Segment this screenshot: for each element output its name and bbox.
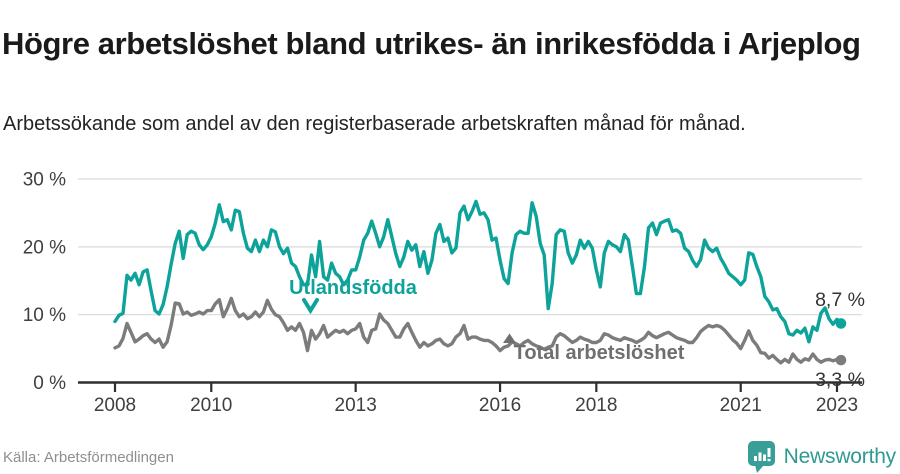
y-axis-tick-label: 0 %	[33, 373, 66, 394]
chevron-down-icon	[302, 298, 319, 315]
x-axis-tick-label: 2010	[190, 395, 232, 416]
series-end-dot	[835, 318, 847, 329]
x-axis-tick-label: 2013	[335, 395, 377, 416]
series-end-dot	[835, 354, 847, 366]
newsworthy-brand: Newsworthy	[747, 440, 896, 474]
y-axis-tick-label: 30 %	[23, 170, 66, 191]
x-axis-tick-label: 2008	[94, 395, 136, 416]
x-axis-tick-label: 2018	[575, 395, 617, 416]
series-label-total: Total arbetslöshet	[514, 342, 685, 364]
x-axis-tick-label: 2016	[479, 395, 521, 416]
y-axis-tick-label: 20 %	[23, 237, 66, 258]
y-axis-tick-label: 10 %	[23, 305, 66, 326]
end-value-label: 3,3 %	[815, 369, 865, 391]
newsworthy-logo-icon	[747, 441, 775, 473]
series-label-utlandsfodda: Utlandsfödda	[289, 277, 418, 299]
chart-subtitle: Arbetssökande som andel av den registerb…	[3, 113, 746, 135]
newsworthy-wordmark: Newsworthy	[783, 445, 897, 468]
end-value-label: 8,7 %	[815, 289, 865, 311]
x-axis-tick-label: 2021	[720, 395, 762, 416]
chevron-up-icon	[503, 333, 516, 343]
source-note: Källa: Arbetsförmedlingen	[3, 449, 174, 466]
page-title: Högre arbetslöshet bland utrikes- än inr…	[2, 25, 861, 61]
series-line-utlandsfodda	[113, 199, 843, 344]
series-line-total	[113, 296, 843, 365]
x-axis-tick-label: 2023	[816, 395, 858, 416]
